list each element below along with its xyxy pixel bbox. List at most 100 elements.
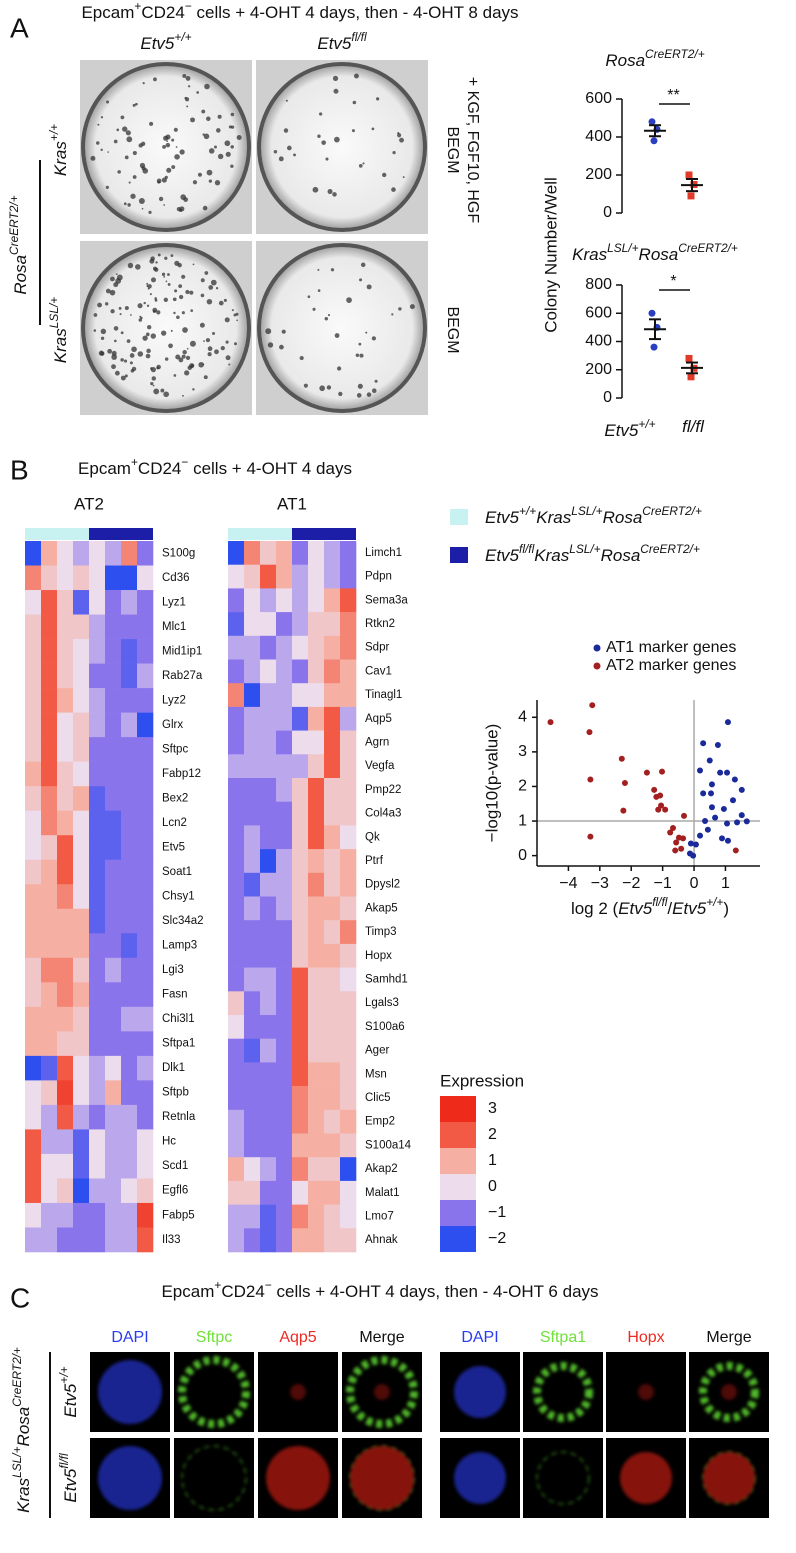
scale-label: 2: [488, 1126, 497, 1143]
heat-cell: [308, 778, 325, 802]
colony: [317, 268, 320, 271]
heat-cell: [260, 1086, 277, 1111]
colony: [303, 383, 308, 388]
heat-cell: [121, 1031, 138, 1057]
heat-cell: [308, 801, 325, 826]
gene-label: Lcn2: [162, 817, 187, 829]
heat-cell: [137, 541, 154, 566]
y-tick-label: 0: [518, 847, 527, 864]
colony: [124, 305, 129, 311]
colony: [192, 180, 198, 185]
heat-cell: [228, 896, 245, 921]
heat-cell: [292, 1038, 309, 1063]
colony: [153, 77, 157, 82]
text-run: Rosa: [11, 255, 30, 295]
heat-cell: [324, 1062, 341, 1087]
heat-cell: [89, 1202, 106, 1228]
scale-box: [440, 1200, 476, 1226]
heat-cell: [89, 712, 106, 738]
heat-cell: [89, 933, 106, 959]
colony: [146, 282, 149, 285]
heat-cell: [57, 1153, 74, 1179]
heat-cell: [121, 737, 138, 762]
colony: [223, 298, 227, 302]
heat-cell: [25, 639, 42, 664]
legend-swatch: [450, 547, 468, 563]
colony: [165, 142, 171, 148]
colony: [185, 355, 191, 360]
heat-cell: [73, 933, 90, 959]
heat-cell: [324, 730, 341, 755]
data-point: [687, 840, 694, 847]
group-bar: [57, 528, 73, 540]
data-point: [738, 812, 745, 819]
colony: [106, 100, 110, 104]
colony: [182, 394, 184, 397]
text-run: CreERT2/+: [678, 241, 738, 255]
data-point: [643, 769, 650, 776]
heat-cell: [276, 588, 293, 613]
panel-letter: A: [10, 12, 29, 43]
heat-cell: [25, 737, 42, 762]
heat-cell: [137, 1178, 154, 1204]
colony: [116, 128, 120, 132]
heat-cell: [228, 612, 245, 637]
legend-label: Etv5+/+KrasLSL/+RosaCreERT2/+: [485, 504, 702, 527]
text-run: Kras: [572, 245, 607, 264]
heat-cell: [89, 835, 106, 861]
heat-cell: [292, 1204, 309, 1229]
stain-label: Sftpc: [196, 1329, 232, 1346]
data-point: [708, 790, 715, 797]
panel-title: Epcam+CD24− cells + 4-OHT 4 days, then -…: [161, 1278, 598, 1301]
group-bar: [105, 528, 121, 540]
row-group-label: KrasLSL/+RosaCreERT2/+: [10, 1347, 33, 1513]
colony: [214, 180, 221, 186]
heat-cell: [105, 565, 122, 591]
heat-cell: [25, 712, 42, 738]
heat-cell: [244, 541, 261, 565]
heat-cell: [308, 825, 325, 850]
colony: [365, 331, 368, 334]
colony: [196, 91, 200, 94]
colony: [100, 336, 105, 340]
colony: [182, 327, 188, 333]
heat-cell: [89, 884, 106, 910]
significance-label: *: [670, 273, 676, 290]
heat-cell: [292, 659, 309, 684]
heat-cell: [137, 712, 154, 738]
colony: [139, 315, 142, 318]
heat-cell: [260, 967, 277, 992]
heat-cell: [340, 588, 357, 613]
text-run: +/+: [57, 1366, 71, 1383]
colony: [156, 310, 161, 315]
heat-cell: [105, 859, 122, 885]
stain-signal: [98, 1360, 162, 1424]
heat-cell: [228, 1228, 245, 1253]
heat-cell: [137, 737, 154, 762]
colony: [190, 117, 195, 123]
heat-cell: [25, 541, 42, 566]
colony: [359, 278, 363, 282]
colony: [346, 297, 352, 303]
gene-label: Chi3l1: [162, 1013, 195, 1025]
colony: [146, 348, 151, 354]
colony: [170, 329, 173, 332]
data-point: [702, 818, 709, 825]
text-run: Epcam: [161, 1282, 214, 1301]
heat-cell: [324, 967, 341, 992]
row-label: Etv5fl/fl: [57, 1453, 80, 1503]
heat-cell: [137, 614, 154, 640]
x-tick-label: −3: [591, 875, 609, 892]
heat-cell: [244, 1228, 261, 1253]
colony: [371, 388, 377, 393]
colony: [178, 357, 184, 363]
heat-cell: [276, 683, 293, 708]
heat-cell: [308, 849, 325, 874]
colony: [147, 287, 150, 290]
gene-label: Aqp5: [365, 713, 392, 725]
heat-cell: [340, 1133, 357, 1158]
heat-cell: [137, 1104, 154, 1130]
heat-cell: [228, 825, 245, 850]
heat-cell: [260, 564, 277, 589]
heat-cell: [57, 982, 74, 1008]
